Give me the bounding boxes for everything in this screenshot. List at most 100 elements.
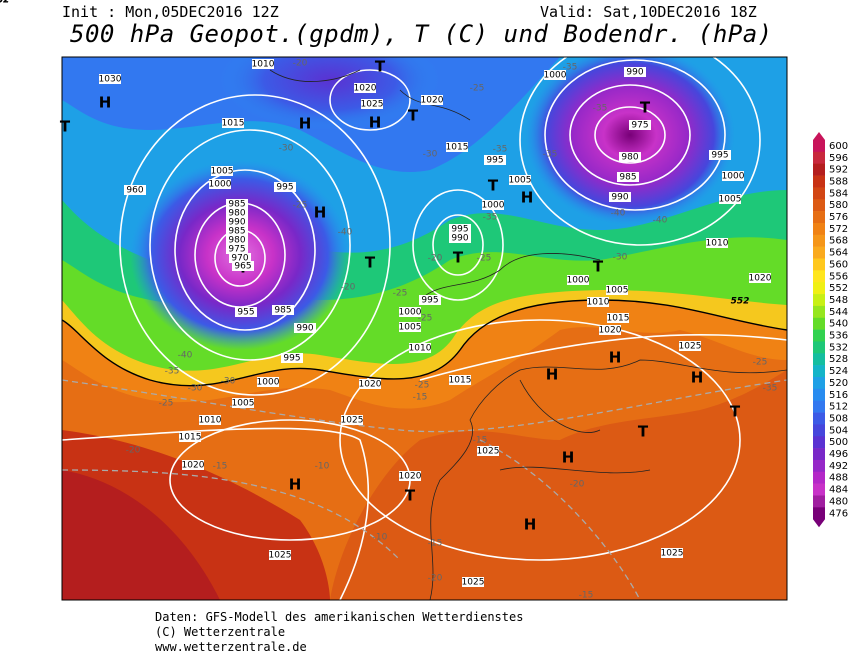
isobar-label: 1020 bbox=[354, 84, 377, 94]
temperature-label: -25 bbox=[415, 381, 430, 391]
legend-swatch bbox=[813, 377, 825, 390]
isobar-label-box bbox=[359, 379, 381, 389]
legend-swatch bbox=[813, 507, 825, 520]
legend-swatch bbox=[813, 163, 825, 176]
isobar-label: 1000 bbox=[209, 180, 232, 190]
isobar-label-box bbox=[709, 150, 731, 160]
legend-swatch bbox=[813, 400, 825, 413]
isobar-label: 1015 bbox=[179, 433, 202, 443]
isobar-label: 1025 bbox=[269, 551, 292, 561]
legend-label: 528 bbox=[829, 354, 848, 365]
isobar-label: 1020 bbox=[182, 461, 205, 471]
isobar-label-box bbox=[484, 155, 506, 165]
pressure-center: T bbox=[408, 107, 419, 125]
isobar-label-box bbox=[226, 226, 248, 236]
legend-swatch bbox=[813, 495, 825, 508]
isobar-label-box bbox=[209, 179, 231, 189]
isobar-label-box bbox=[619, 152, 641, 162]
legend-label: 592 bbox=[829, 165, 848, 176]
isobar-label: 980 bbox=[228, 209, 245, 219]
temperature-label: -35 bbox=[563, 63, 578, 73]
isobar-label-box bbox=[567, 275, 589, 285]
isobar-label-box bbox=[446, 142, 468, 152]
legend-label: 560 bbox=[829, 259, 848, 270]
legend-swatch bbox=[813, 211, 825, 224]
isobar-label: 1010 bbox=[409, 344, 432, 354]
isobar-label-box bbox=[629, 120, 651, 130]
temperature-label: -25 bbox=[159, 399, 174, 409]
legend-label: 596 bbox=[829, 153, 848, 164]
temperature-label: -30 bbox=[221, 377, 236, 387]
temperature-label: -30 bbox=[279, 144, 294, 154]
isobar-label: 960 bbox=[126, 186, 143, 196]
legend-swatch bbox=[813, 388, 825, 401]
isobar-label-box bbox=[544, 70, 566, 80]
temperature-label: -40 bbox=[338, 228, 353, 238]
isobar-label-box bbox=[281, 353, 303, 363]
init-time: Init : Mon,05DEC2016 12Z bbox=[62, 3, 279, 21]
isobar-label-box bbox=[624, 67, 646, 77]
isobar-label-box bbox=[252, 59, 274, 69]
isobar-label: 975 bbox=[228, 245, 245, 255]
isobar-label: 995 bbox=[451, 225, 468, 235]
temperature-label: -30 bbox=[613, 253, 628, 263]
isobar-label-box bbox=[599, 325, 621, 335]
map-labels: HTHHTTTHTTHTTTHHHTHTHTH10301015100510009… bbox=[0, 0, 777, 601]
isobar-label: 1010 bbox=[706, 239, 729, 249]
isobar-label-box bbox=[609, 192, 631, 202]
isobar-label: 995 bbox=[276, 183, 293, 193]
temperature-label: -25 bbox=[753, 358, 768, 368]
legend-label: 532 bbox=[829, 342, 848, 353]
pressure-center: T bbox=[488, 177, 499, 195]
isobar-label-box bbox=[722, 171, 744, 181]
temperature-label: -35 bbox=[593, 104, 608, 114]
geopotential-label: 552 bbox=[0, 0, 9, 6]
legend-label: 476 bbox=[829, 508, 848, 519]
legend-label: 512 bbox=[829, 402, 848, 413]
legend-swatch bbox=[813, 270, 825, 283]
isobar-label: 980 bbox=[621, 153, 638, 163]
temperature-label: -35 bbox=[165, 367, 180, 377]
pressure-center: H bbox=[314, 204, 327, 222]
legend-swatch bbox=[813, 246, 825, 259]
isobar-label-box bbox=[679, 341, 701, 351]
legend-swatch bbox=[813, 436, 825, 449]
legend-label: 552 bbox=[829, 283, 848, 294]
isobar-label-box bbox=[617, 172, 639, 182]
temperature-label: -30 bbox=[423, 150, 438, 160]
isobar-label: 1010 bbox=[199, 416, 222, 426]
footer-url: www.wetterzentrale.de bbox=[155, 640, 307, 654]
pressure-center: T bbox=[60, 118, 71, 136]
isobar-label: 990 bbox=[626, 68, 643, 78]
isobar-label: 1005 bbox=[509, 176, 532, 186]
isobar-label: 1005 bbox=[211, 167, 234, 177]
legend-swatch bbox=[813, 353, 825, 366]
isobar-label-box bbox=[409, 343, 431, 353]
temperature-label: -20 bbox=[428, 574, 443, 584]
isobar-label: 1005 bbox=[399, 323, 422, 333]
isobar-label-box bbox=[462, 577, 484, 587]
isobar-label-box bbox=[399, 307, 421, 317]
legend-arrow-bottom bbox=[813, 519, 825, 528]
legend-swatch bbox=[813, 365, 825, 378]
legend-swatch bbox=[813, 412, 825, 425]
legend-swatch bbox=[813, 282, 825, 295]
temperature-label: -25 bbox=[418, 314, 433, 324]
pressure-center: H bbox=[99, 94, 112, 112]
isobar-label-box bbox=[274, 182, 296, 192]
isobar-label-box bbox=[419, 295, 441, 305]
isobar-label-box bbox=[706, 238, 728, 248]
isobar-label-box bbox=[232, 398, 254, 408]
isobar-label-box bbox=[606, 285, 628, 295]
pressure-center: H bbox=[562, 449, 575, 467]
pressure-center: H bbox=[299, 115, 312, 133]
isobar-label: 990 bbox=[296, 324, 313, 334]
pressure-center: T bbox=[730, 403, 741, 421]
legend-label: 544 bbox=[829, 307, 848, 318]
isobar-label-box bbox=[235, 307, 257, 317]
legend-swatch bbox=[813, 187, 825, 200]
pressure-center: T bbox=[640, 99, 651, 117]
isobar-label-box bbox=[354, 83, 376, 93]
pressure-center: H bbox=[546, 366, 559, 384]
temperature-label: -25 bbox=[293, 201, 308, 211]
